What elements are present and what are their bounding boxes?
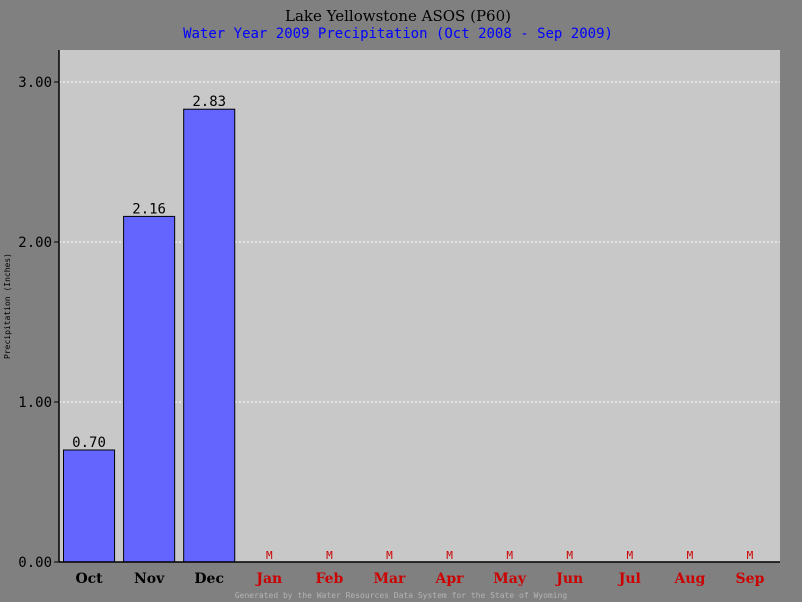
y-tick-label: 2.00 bbox=[18, 235, 52, 251]
bars: 0.70 2.16 2.83 M M M M M M M M M bbox=[63, 94, 754, 563]
bar-value-label: 2.83 bbox=[192, 94, 226, 110]
grid-lines bbox=[59, 81, 780, 403]
bar bbox=[183, 108, 236, 563]
category-label: Apr bbox=[435, 571, 465, 587]
category-label: Aug bbox=[673, 571, 705, 587]
missing-value-label: M bbox=[687, 549, 694, 562]
missing-value-label: M bbox=[626, 549, 633, 562]
footer-text: Generated by the Water Resources Data Sy… bbox=[235, 591, 568, 600]
category-label: Mar bbox=[373, 571, 406, 587]
category-label: Sep bbox=[736, 571, 765, 587]
bar bbox=[63, 449, 116, 563]
y-tick-labels: 0.00 1.00 2.00 3.00 bbox=[18, 75, 59, 571]
chart-title: Lake Yellowstone ASOS (P60) bbox=[285, 7, 511, 25]
missing-value-label: M bbox=[566, 549, 573, 562]
missing-value-label: M bbox=[506, 549, 513, 562]
category-label: May bbox=[493, 571, 527, 587]
chart-subtitle: Water Year 2009 Precipitation (Oct 2008 … bbox=[183, 26, 613, 42]
category-label: Nov bbox=[134, 571, 165, 587]
missing-value-label: M bbox=[386, 549, 393, 562]
bar-value-label: 2.16 bbox=[132, 201, 166, 217]
category-label: Feb bbox=[315, 571, 343, 587]
missing-value-label: M bbox=[747, 549, 754, 562]
y-tick-label: 1.00 bbox=[18, 395, 52, 411]
y-axis-label: Precipitation (Inches) bbox=[3, 253, 12, 359]
category-label: Jan bbox=[254, 571, 282, 587]
missing-value-label: M bbox=[446, 549, 453, 562]
plot-area bbox=[59, 50, 780, 562]
y-tick-label: 0.00 bbox=[18, 555, 52, 571]
bar bbox=[123, 215, 176, 563]
category-label: Jun bbox=[554, 571, 583, 587]
category-label: Jul bbox=[617, 571, 641, 587]
missing-value-label: M bbox=[326, 549, 333, 562]
y-tick-label: 3.00 bbox=[18, 75, 52, 91]
bar-value-label: 0.70 bbox=[72, 435, 106, 451]
category-label: Oct bbox=[75, 571, 103, 587]
missing-value-label: M bbox=[266, 549, 273, 562]
category-label: Dec bbox=[194, 571, 224, 587]
category-labels: Oct Nov Dec Jan Feb Mar Apr May Jun Jul Aug Sep bbox=[75, 571, 764, 587]
